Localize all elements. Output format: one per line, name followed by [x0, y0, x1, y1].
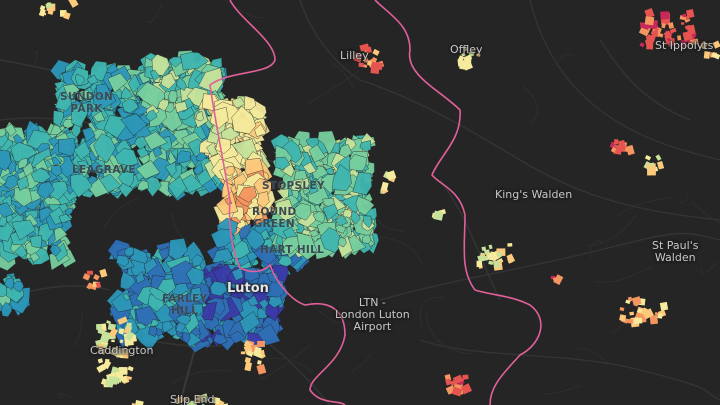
place-label-lilley: Lilley — [340, 49, 369, 62]
place-label-farley-hill: FARLEY HILL — [162, 293, 208, 317]
place-label-round-green: ROUND GREEN — [252, 206, 297, 230]
place-label-offley: Offley — [450, 43, 483, 56]
place-label-luton: Luton — [227, 281, 269, 296]
place-label-caddington: Caddington — [90, 344, 154, 357]
place-label-st-ippolyts: St Ippolyts — [655, 39, 714, 52]
place-label-sundon-park: SUNDON PARK — [60, 91, 114, 115]
place-label-slip-end: Slip End — [170, 393, 215, 405]
place-label-airport: LTN - London Luton Airport — [335, 296, 410, 333]
place-label-leagrave: LEAGRAVE — [72, 164, 136, 176]
place-label-st-pauls-walden: St Paul's Walden — [652, 239, 699, 264]
place-label-kings-walden: King's Walden — [495, 188, 573, 201]
place-label-hart-hill: HART HILL — [260, 244, 325, 256]
place-label-stopsley: STOPSLEY — [262, 180, 325, 192]
